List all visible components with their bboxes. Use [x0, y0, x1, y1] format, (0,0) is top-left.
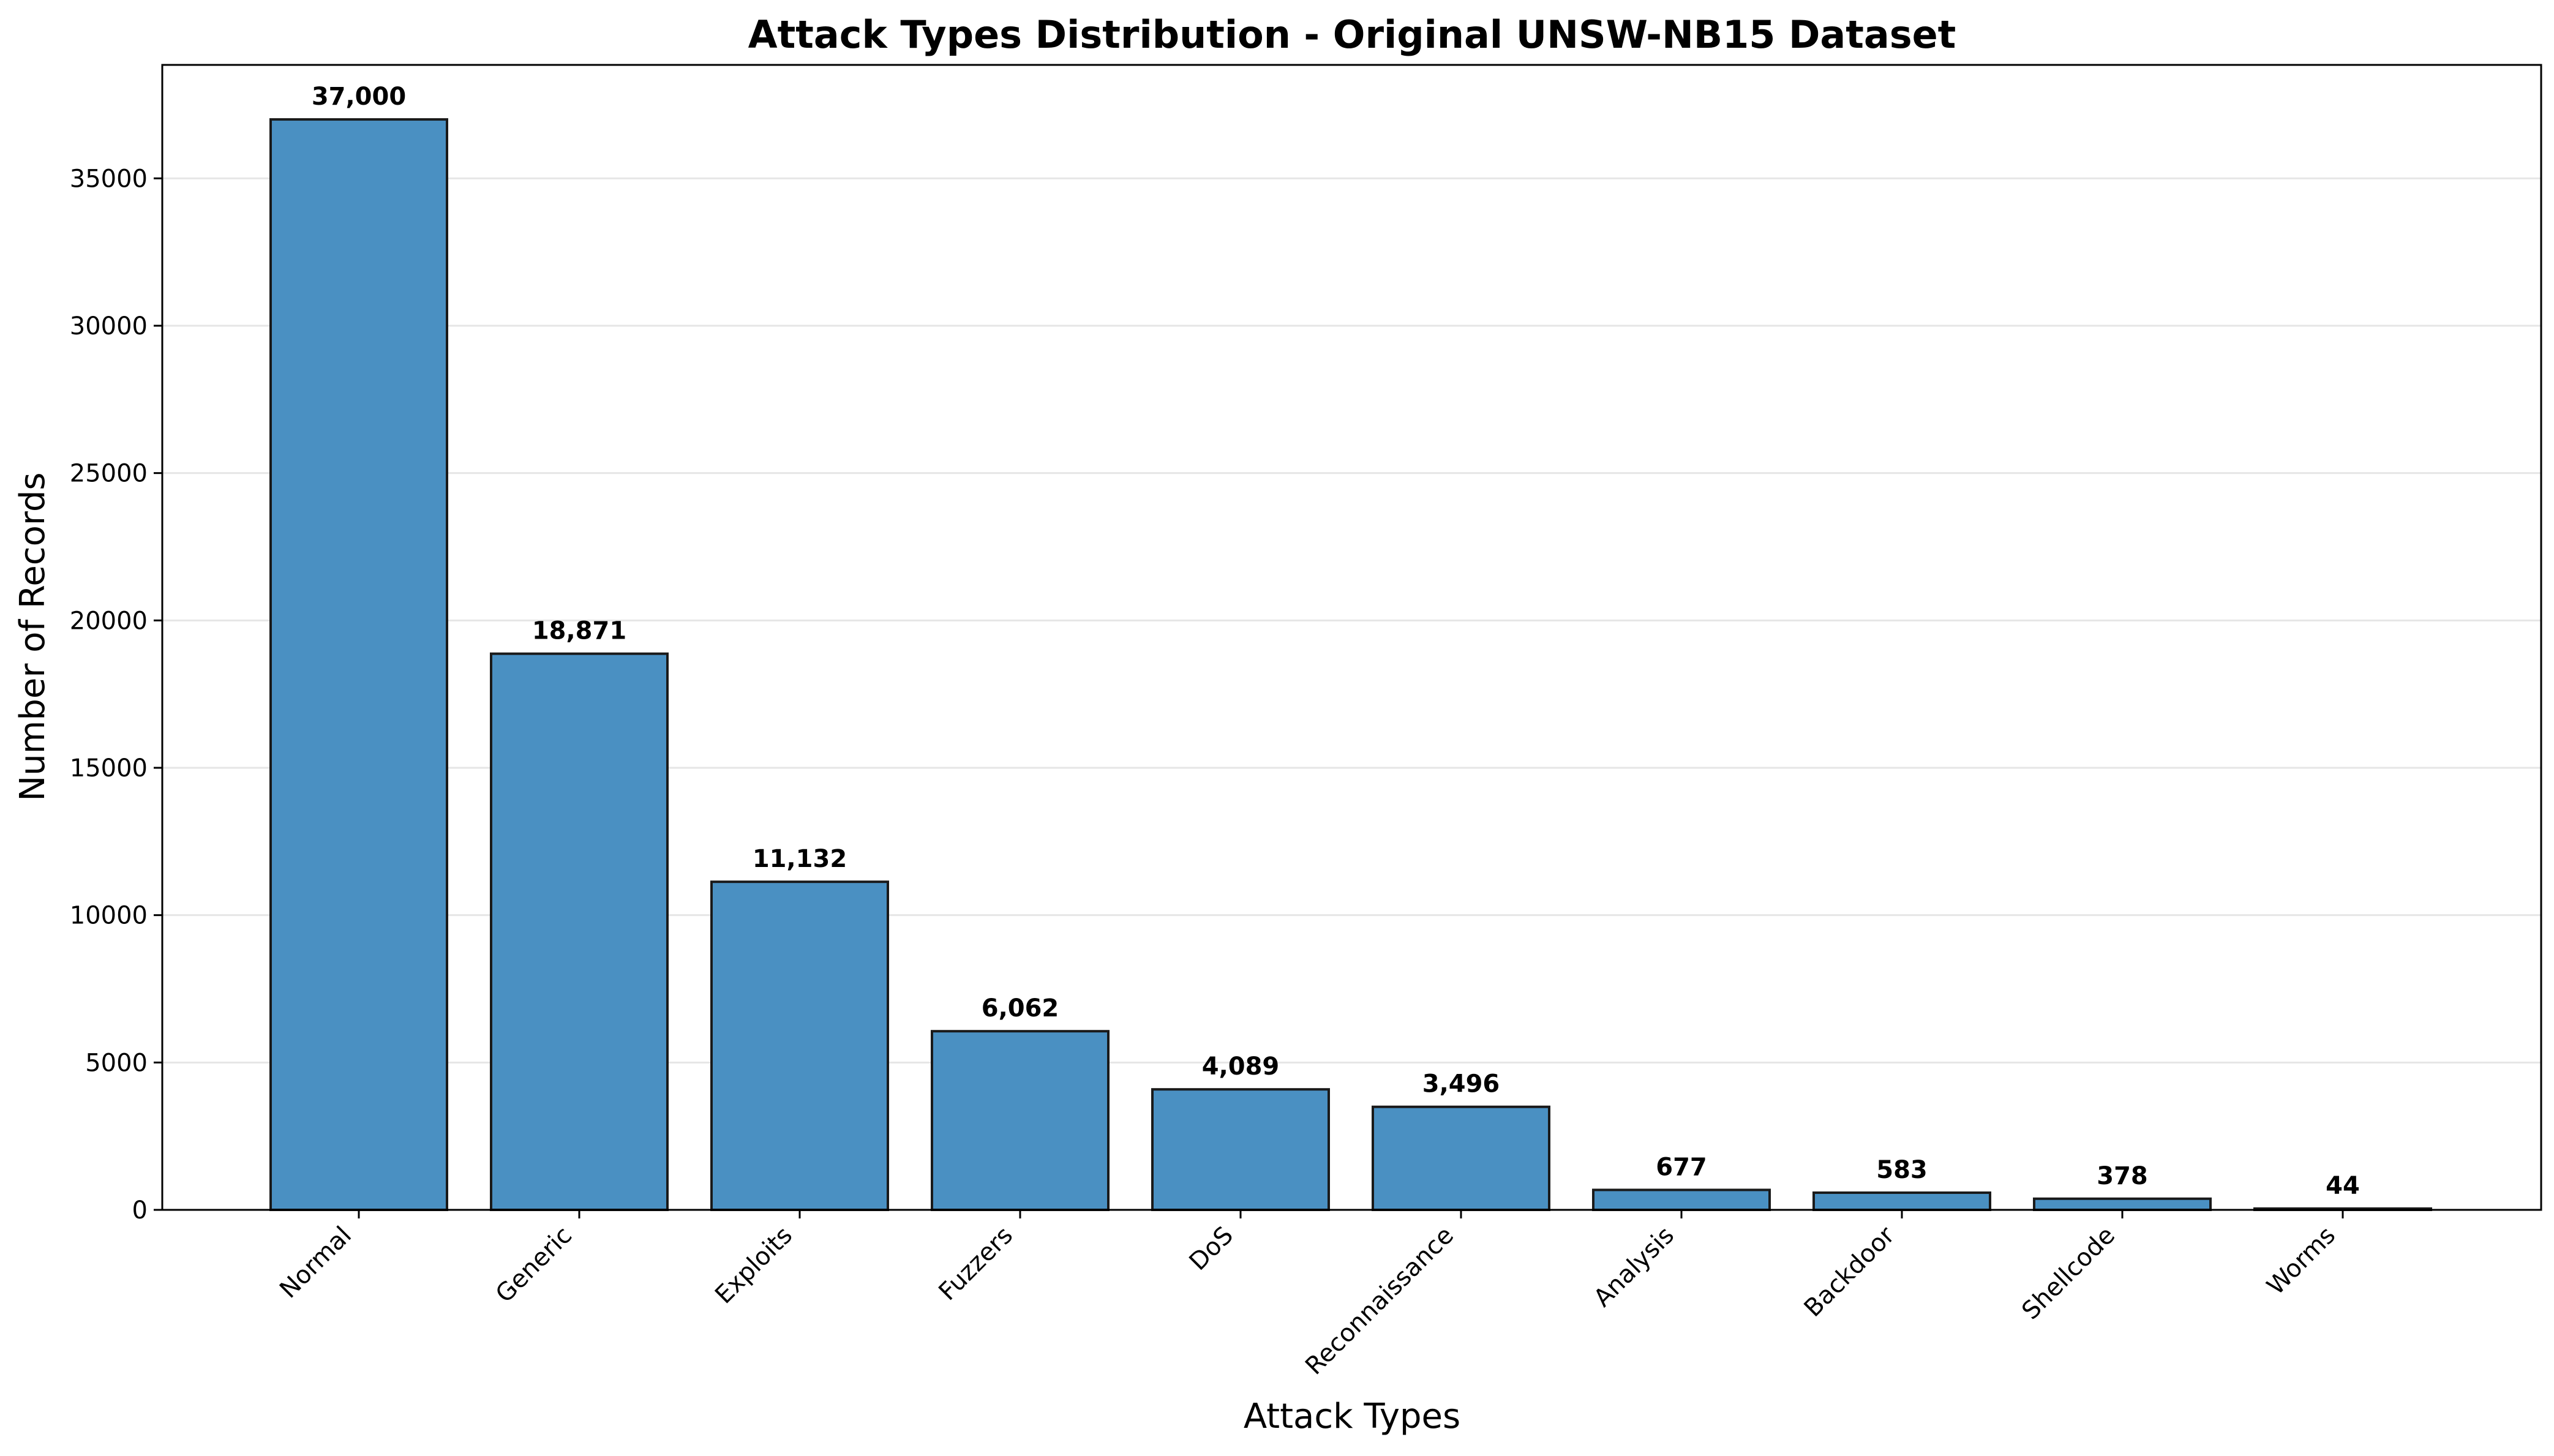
data-label: 677: [1656, 1153, 1707, 1181]
y-tick-label: 5000: [85, 1049, 148, 1077]
y-tick-label: 10000: [70, 902, 148, 930]
data-label: 583: [1876, 1156, 1928, 1184]
bar: [1592, 1188, 1771, 1211]
x-tick-label: Normal: [274, 1221, 357, 1304]
chart-title: Attack Types Distribution - Original UNS…: [748, 12, 1956, 57]
bars: [269, 118, 2432, 1212]
bar: [1372, 1105, 1550, 1212]
x-axis: Normal Generic Exploits Fuzzers DoS Reconnais…: [274, 1210, 2344, 1381]
bar: [269, 118, 448, 1212]
x-tick-label: Exploits: [710, 1221, 798, 1310]
y-axis: 0 5000 10000 15000 20000 25000 30000 35000: [70, 165, 162, 1225]
x-tick-label: Generic: [490, 1221, 577, 1308]
x-tick-label: Analysis: [1588, 1221, 1680, 1313]
y-tick-label: 25000: [70, 460, 148, 488]
bar: [1812, 1191, 1991, 1212]
data-label: 378: [2097, 1162, 2148, 1190]
x-tick-label: Reconnaissance: [1300, 1221, 1459, 1381]
bar: [1151, 1088, 1330, 1211]
data-label: 11,132: [753, 845, 847, 873]
y-tick-label: 0: [132, 1196, 148, 1225]
bar: [710, 880, 889, 1211]
y-tick-label: 20000: [70, 607, 148, 635]
x-tick-label: Backdoor: [1799, 1221, 1901, 1323]
data-label: 44: [2326, 1172, 2360, 1200]
x-tick-label: Worms: [2262, 1221, 2342, 1301]
data-label: 4,089: [1202, 1053, 1280, 1081]
bar: [490, 652, 669, 1211]
value-labels: 37,000 18,871 11,132 6,062 4,089 3,496 677 583 3…: [312, 83, 2360, 1200]
x-tick-label: Shellcode: [2016, 1221, 2120, 1326]
data-label: 37,000: [312, 83, 406, 111]
y-tick-label: 35000: [70, 165, 148, 193]
plot-frame: [161, 64, 2542, 1211]
data-label: 18,871: [532, 617, 626, 645]
x-axis-label: Attack Types: [1244, 1397, 1460, 1436]
bar: [2033, 1197, 2212, 1212]
y-tick-label: 30000: [70, 312, 148, 340]
y-tick-label: 15000: [70, 754, 148, 782]
x-tick-label: Fuzzers: [933, 1221, 1018, 1307]
y-axis-label: Number of Records: [13, 472, 53, 801]
bar: [931, 1030, 1110, 1212]
data-label: 6,062: [982, 994, 1059, 1023]
data-label: 3,496: [1422, 1070, 1500, 1098]
x-tick-label: DoS: [1184, 1221, 1239, 1277]
